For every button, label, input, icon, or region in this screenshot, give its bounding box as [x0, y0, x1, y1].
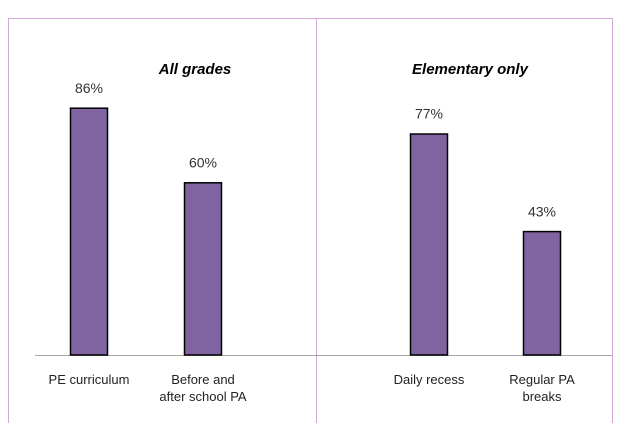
value-label: 43%	[528, 203, 556, 219]
frame	[8, 18, 613, 423]
category-label: Daily recess	[393, 372, 465, 387]
bar	[522, 230, 562, 356]
value-label: 86%	[75, 80, 103, 96]
bar	[69, 107, 109, 356]
category-label: Regular PA breaks	[509, 372, 575, 404]
bar	[183, 182, 223, 356]
category-label: Before and after school PA	[159, 372, 247, 404]
value-label: 60%	[189, 155, 217, 171]
panel-title: Elementary only	[412, 61, 529, 78]
category-label: PE curriculum	[48, 372, 130, 387]
panel-title: All grades	[158, 61, 232, 78]
bar	[409, 133, 449, 356]
value-label: 77%	[415, 106, 443, 122]
